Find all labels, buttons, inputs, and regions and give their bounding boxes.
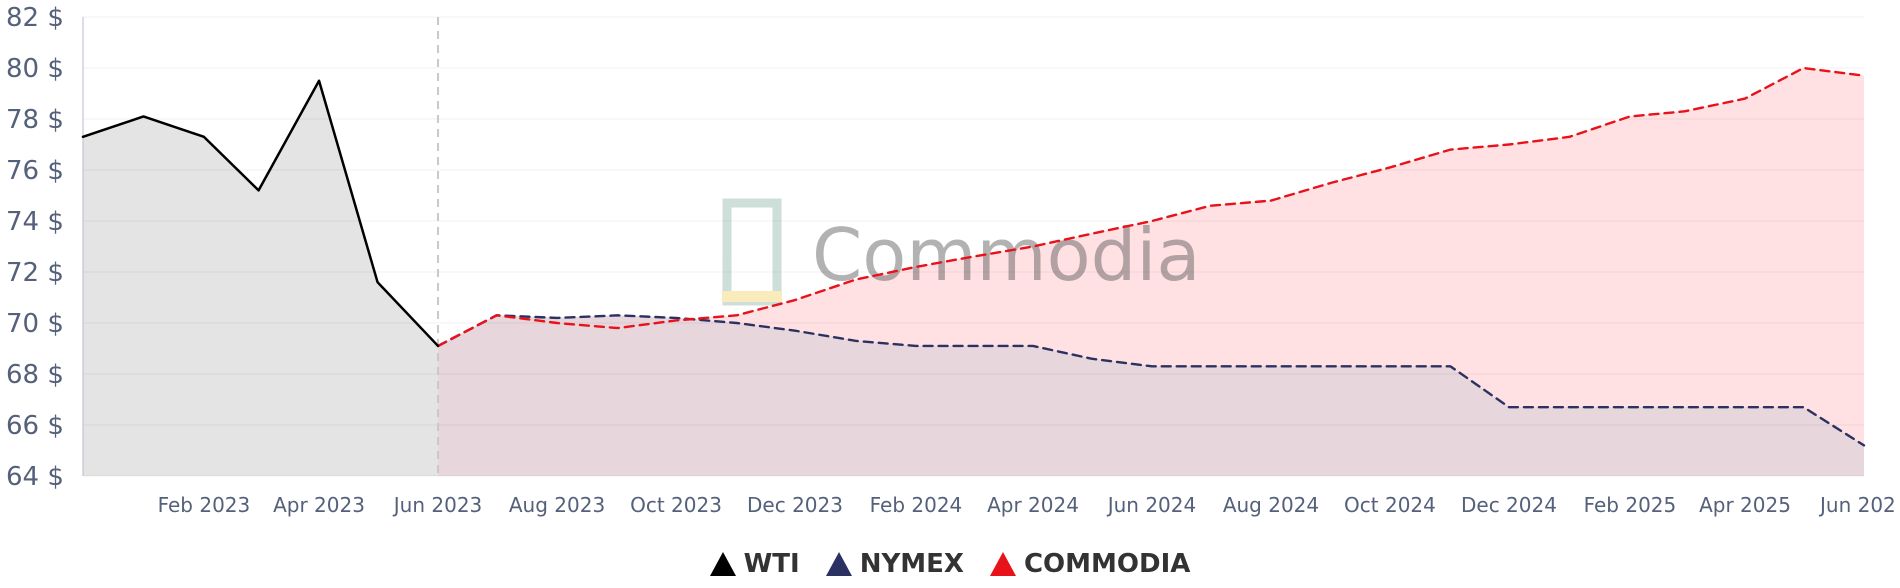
y-tick-label: 64 $	[6, 462, 64, 492]
line-nymex	[436, 314, 1866, 447]
line-wti	[81, 79, 440, 348]
area-fills	[83, 68, 1865, 476]
x-tick-label: Jun 2024	[1106, 493, 1197, 517]
x-axis-ticks: Feb 2023 Apr 2023 Jun 2023 Aug 2023 Oct 2023…	[158, 493, 1896, 517]
y-tick-label: 80 $	[6, 54, 64, 84]
y-tick-label: 70 $	[6, 309, 64, 339]
grid-lines	[82, 16, 1864, 477]
legend-label-wti: WTI	[743, 549, 800, 579]
x-tick-label: Dec 2024	[1461, 493, 1557, 517]
series-lines	[81, 66, 1866, 447]
legend-item-nymex[interactable]: NYMEX	[825, 549, 964, 579]
y-tick-label: 68 $	[6, 360, 64, 390]
y-tick-label: 74 $	[6, 207, 64, 237]
line-commodia	[436, 66, 1866, 348]
x-tick-label: Feb 2023	[158, 493, 251, 517]
y-tick-label: 66 $	[6, 411, 64, 441]
watermark-logo-frame	[722, 198, 782, 306]
watermark: Commodia	[722, 198, 1200, 306]
legend: WTI NYMEX COMMODIA	[0, 544, 1900, 584]
legend-item-wti[interactable]: WTI	[709, 549, 800, 579]
area-nymex	[438, 315, 1865, 476]
x-tick-label: Jun 2023	[392, 493, 483, 517]
triangle-icon	[989, 552, 1016, 576]
y-tick-label: 76 $	[6, 156, 64, 186]
legend-item-commodia[interactable]: COMMODIA	[989, 549, 1191, 579]
x-tick-label: Aug 2023	[509, 493, 605, 517]
x-tick-label: Apr 2023	[273, 493, 365, 517]
y-tick-label: 72 $	[6, 258, 64, 288]
x-tick-label: Dec 2023	[747, 493, 843, 517]
x-tick-label: Apr 2025	[1699, 493, 1791, 517]
x-tick-label: Jun 202	[1818, 493, 1896, 517]
watermark-text: Commodia	[812, 213, 1200, 297]
x-tick-label: Aug 2024	[1223, 493, 1319, 517]
y-tick-label: 82 $	[6, 3, 64, 33]
legend-label-commodia: COMMODIA	[1023, 549, 1191, 579]
triangle-icon	[709, 552, 736, 576]
y-axis-ticks: 64 $ 66 $ 68 $ 70 $ 72 $ 74 $ 76 $ 78 $ 80 $ 82 $	[6, 3, 64, 492]
x-tick-label: Apr 2024	[987, 493, 1079, 517]
y-tick-label: 78 $	[6, 105, 64, 135]
watermark-logo-base	[722, 291, 782, 302]
x-tick-label: Feb 2025	[1584, 493, 1677, 517]
triangle-icon	[825, 552, 852, 576]
area-wti	[83, 80, 439, 476]
x-tick-label: Feb 2024	[870, 493, 963, 517]
x-tick-label: Oct 2024	[1344, 493, 1436, 517]
x-tick-label: Oct 2023	[630, 493, 722, 517]
legend-label-nymex: NYMEX	[859, 549, 964, 579]
